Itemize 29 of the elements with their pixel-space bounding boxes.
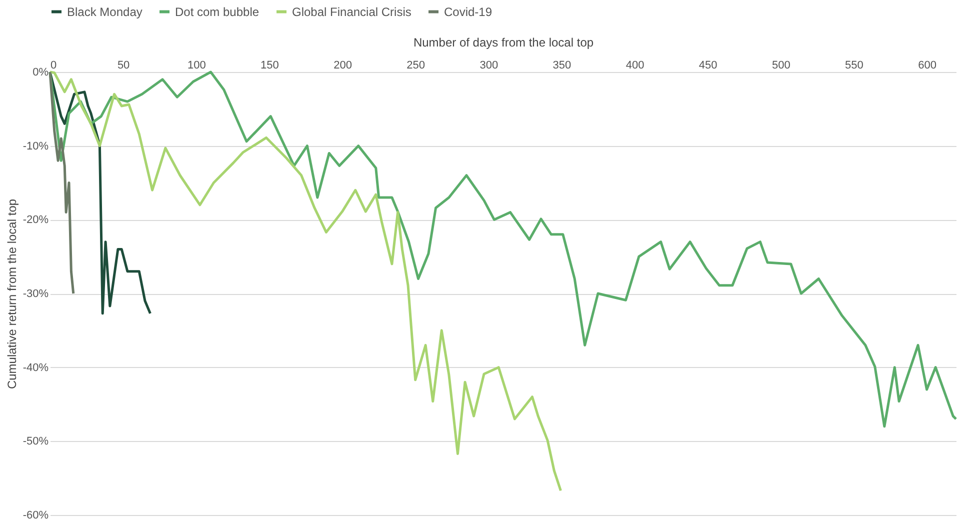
x-tick-label: 300 [480,60,498,72]
x-tick-label: 350 [552,60,572,72]
line-series [48,70,958,428]
y-tick-label: -30% [22,288,49,300]
x-tick-label: 0 [50,60,57,72]
line-series [48,70,562,492]
x-tick-label: 450 [698,60,718,72]
line-series [48,70,75,295]
x-tick-label: 250 [406,60,425,72]
x-tick-label: 200 [334,60,352,72]
legend-label: Black Monday [67,4,142,19]
y-tick-label: -20% [22,214,49,226]
x-tick-label: 600 [918,60,936,72]
x-tick-label: 550 [845,60,864,72]
x-tick-label: 400 [626,60,644,72]
x-axis-title: Number of days from the local top [413,36,594,50]
y-tick-label: 0% [32,66,49,78]
y-tick-label: -60% [22,510,49,522]
y-axis-title: Cumulative return from the local top [4,198,19,390]
x-tick-label: 100 [187,60,206,72]
y-tick-label: -50% [22,436,49,448]
legend-label: Dot com bubble [175,4,260,19]
legend-label: Covid-19 [444,4,492,19]
x-tick-label: 150 [260,60,279,72]
x-tick-label: 500 [772,60,790,72]
y-tick-label: -10% [22,140,49,152]
y-tick-label: -40% [22,362,49,374]
legend-label: Global Financial Crisis [292,4,412,19]
x-tick-label: 50 [117,60,130,72]
